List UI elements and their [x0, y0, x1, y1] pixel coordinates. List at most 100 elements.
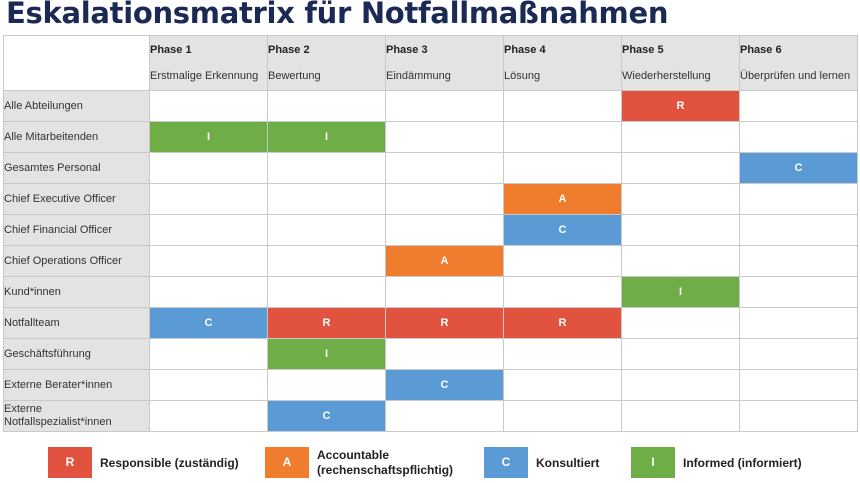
empty-cell — [621, 369, 740, 401]
empty-cell — [739, 369, 858, 401]
empty-cell — [503, 245, 622, 277]
phase-name: Erstmalige Erkennung — [150, 69, 259, 82]
phase-number: Phase 4 — [504, 43, 546, 56]
phase-header-1: Phase 1 Erstmalige Erkennung — [149, 35, 268, 91]
role-label: Alle Mitarbeitenden — [3, 121, 150, 153]
corner-cell — [3, 35, 150, 91]
role-label: Notfallteam — [3, 307, 150, 339]
legend-label: Informed (informiert) — [683, 455, 802, 470]
empty-cell — [621, 400, 740, 432]
empty-cell — [739, 214, 858, 246]
phase-header-4: Phase 4 Lösung — [503, 35, 622, 91]
phase-name: Wiederherstellung — [622, 69, 711, 82]
empty-cell — [739, 400, 858, 432]
phase-header-6: Phase 6 Überprüfen und lernen — [739, 35, 858, 91]
empty-cell — [621, 121, 740, 153]
page-title: Eskalationsmatrix für Notfallmaßnahmen — [6, 0, 669, 30]
legend-swatch-a: A — [265, 447, 309, 478]
empty-cell — [385, 276, 504, 308]
raci-cell-c: C — [267, 400, 386, 432]
matrix-row-alle-abteilungen: Alle Abteilungen R — [3, 90, 858, 122]
matrix-row-kund-innen: Kund*innen I — [3, 276, 858, 308]
empty-cell — [385, 214, 504, 246]
empty-cell — [621, 245, 740, 277]
raci-cell-i: I — [267, 121, 386, 153]
empty-cell — [621, 183, 740, 215]
raci-cell-i: I — [621, 276, 740, 308]
matrix-row-gesamtes-personal: Gesamtes Personal C — [3, 152, 858, 184]
empty-cell — [149, 183, 268, 215]
role-label: Gesamtes Personal — [3, 152, 150, 184]
empty-cell — [149, 338, 268, 370]
phase-name: Lösung — [504, 69, 541, 82]
empty-cell — [149, 369, 268, 401]
empty-cell — [621, 214, 740, 246]
raci-cell-c: C — [739, 152, 858, 184]
legend-label: Accountable (rechenschaftspflichtig) — [317, 448, 454, 477]
empty-cell — [739, 90, 858, 122]
empty-cell — [267, 183, 386, 215]
empty-cell — [503, 90, 622, 122]
empty-cell — [149, 276, 268, 308]
raci-cell-r: R — [385, 307, 504, 339]
raci-cell-i: I — [149, 121, 268, 153]
raci-cell-a: A — [503, 183, 622, 215]
matrix-row-chief-executive-officer: Chief Executive Officer A — [3, 183, 858, 215]
empty-cell — [503, 276, 622, 308]
empty-cell — [267, 90, 386, 122]
raci-cell-a: A — [385, 245, 504, 277]
raci-cell-c: C — [385, 369, 504, 401]
role-label: Alle Abteilungen — [3, 90, 150, 122]
empty-cell — [267, 369, 386, 401]
raci-cell-i: I — [267, 338, 386, 370]
empty-cell — [503, 152, 622, 184]
raci-cell-r: R — [621, 90, 740, 122]
empty-cell — [385, 90, 504, 122]
phase-name: Eindämmung — [386, 69, 451, 82]
empty-cell — [385, 121, 504, 153]
matrix-row-chief-operations-officer: Chief Operations Officer A — [3, 245, 858, 277]
matrix-row-externe-berater-innen: Externe Berater*innen C — [3, 369, 858, 401]
empty-cell — [739, 245, 858, 277]
empty-cell — [621, 338, 740, 370]
phase-number: Phase 1 — [150, 43, 192, 56]
empty-cell — [503, 369, 622, 401]
raci-cell-c: C — [149, 307, 268, 339]
matrix-row-alle-mitarbeitenden: Alle Mitarbeitenden I I — [3, 121, 858, 153]
legend: R Responsible (zuständig) A Accountable … — [0, 446, 860, 480]
phase-number: Phase 5 — [622, 43, 664, 56]
matrix-row-chief-financial-officer: Chief Financial Officer C — [3, 214, 858, 246]
phase-header-row: Phase 1 Erstmalige Erkennung Phase 2 Bew… — [3, 35, 858, 91]
legend-swatch-i: I — [631, 447, 675, 478]
raci-cell-c: C — [503, 214, 622, 246]
phase-name: Bewertung — [268, 69, 321, 82]
legend-label: Konsultiert — [536, 455, 600, 470]
matrix-row-notfallteam: Notfallteam C R R R — [3, 307, 858, 339]
empty-cell — [267, 245, 386, 277]
raci-cell-r: R — [503, 307, 622, 339]
role-label: Chief Executive Officer — [3, 183, 150, 215]
empty-cell — [739, 183, 858, 215]
phase-header-2: Phase 2 Bewertung — [267, 35, 386, 91]
phase-number: Phase 3 — [386, 43, 428, 56]
phase-number: Phase 6 — [740, 43, 782, 56]
phase-number: Phase 2 — [268, 43, 310, 56]
legend-label: Responsible (zuständig) — [100, 455, 239, 470]
empty-cell — [385, 152, 504, 184]
empty-cell — [267, 152, 386, 184]
empty-cell — [149, 90, 268, 122]
empty-cell — [149, 245, 268, 277]
raci-cell-r: R — [267, 307, 386, 339]
empty-cell — [149, 214, 268, 246]
role-label: Externe Berater*innen — [3, 369, 150, 401]
empty-cell — [739, 307, 858, 339]
empty-cell — [503, 121, 622, 153]
empty-cell — [621, 307, 740, 339]
matrix-row-gesch-ftsf-hrung: Geschäftsführung I — [3, 338, 858, 370]
empty-cell — [267, 214, 386, 246]
phase-name: Überprüfen und lernen — [740, 69, 851, 82]
empty-cell — [267, 276, 386, 308]
empty-cell — [385, 338, 504, 370]
role-label: Geschäftsführung — [3, 338, 150, 370]
role-label: Chief Operations Officer — [3, 245, 150, 277]
